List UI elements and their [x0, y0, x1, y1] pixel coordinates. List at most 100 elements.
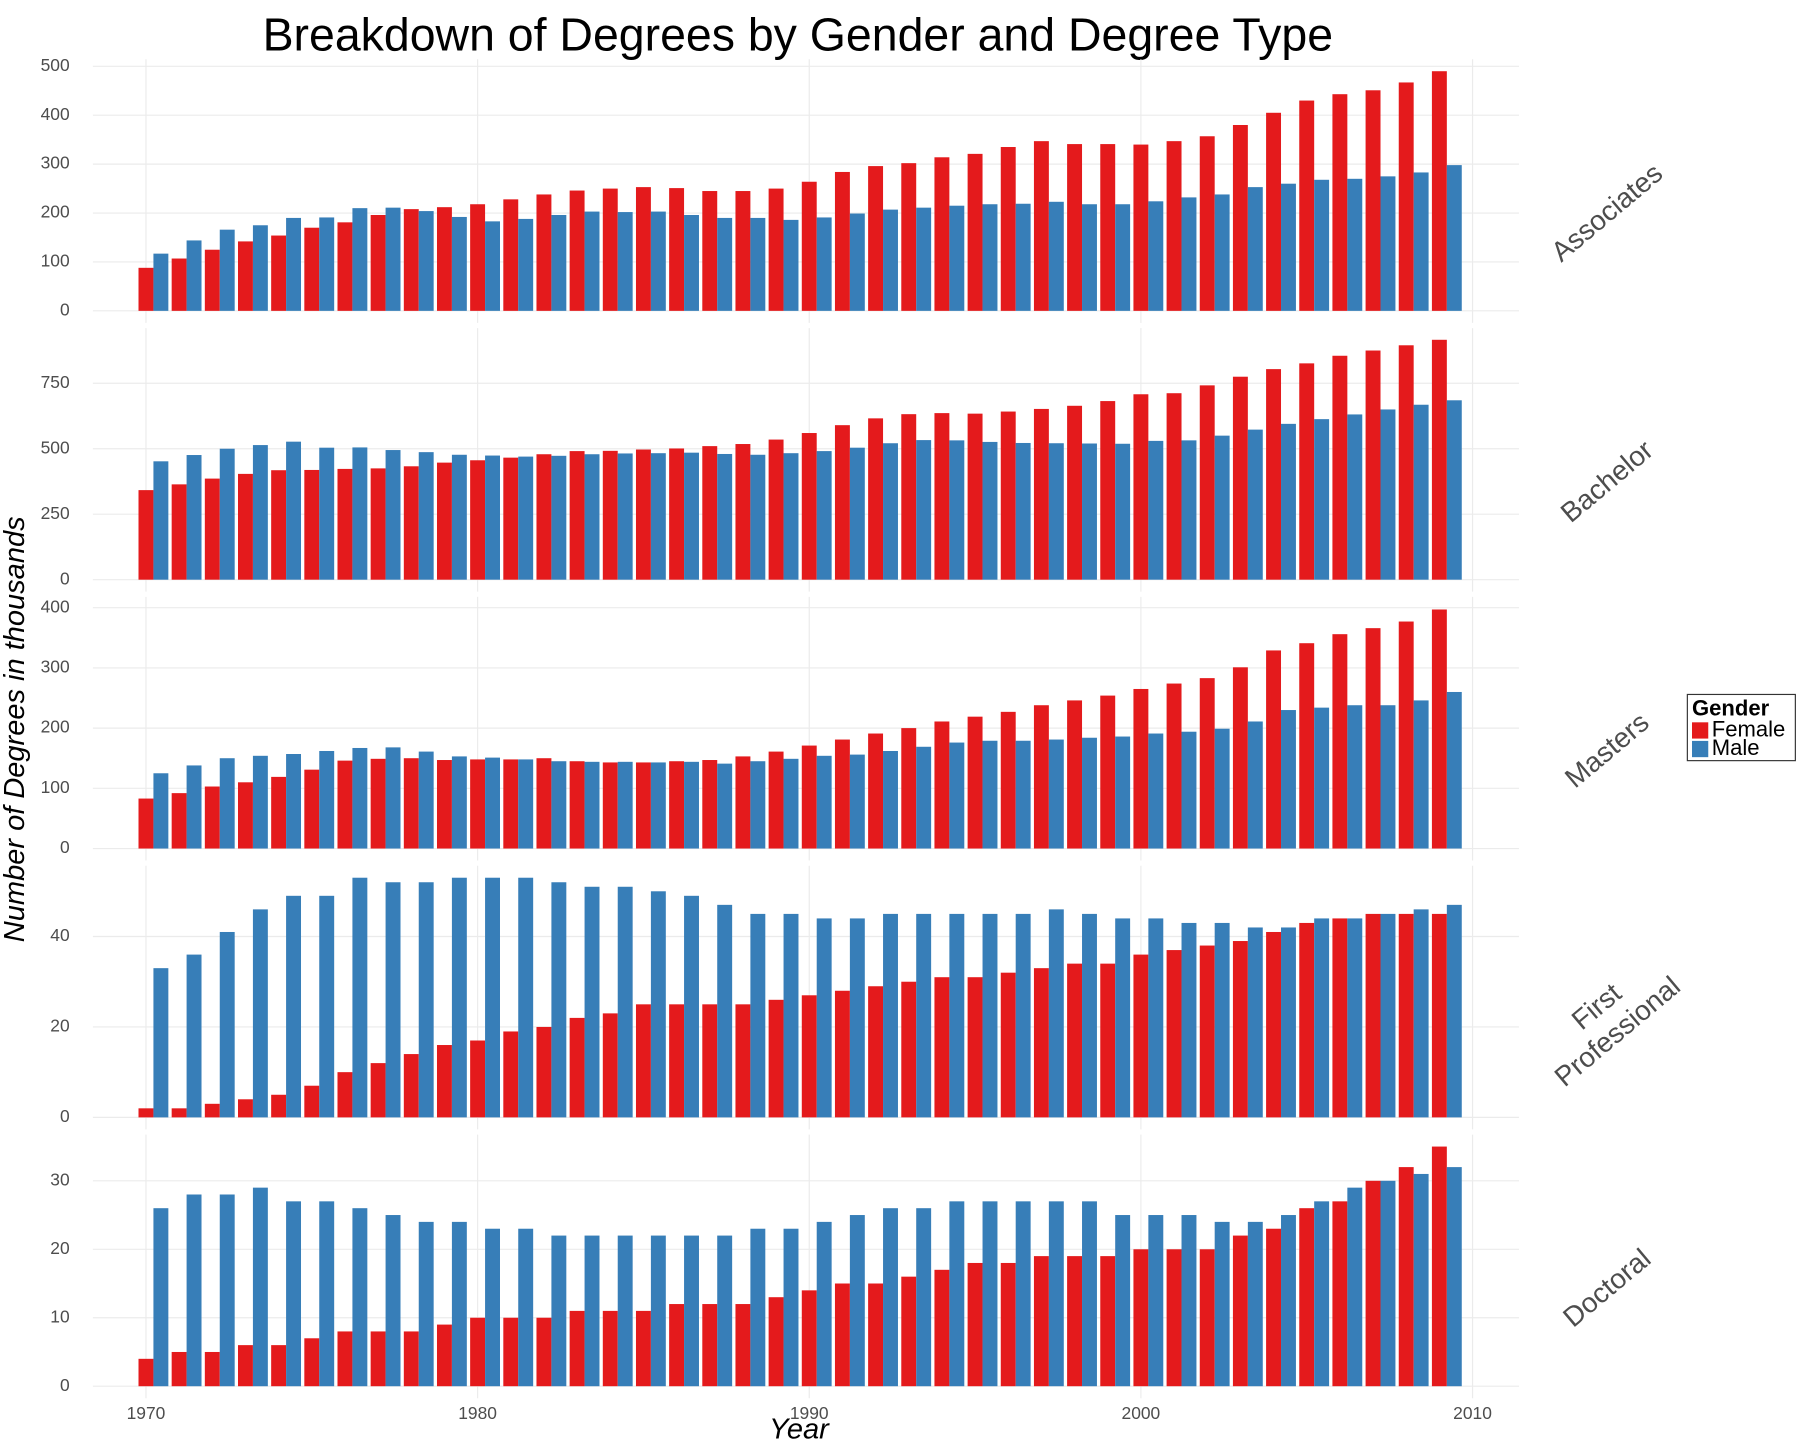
bar [470, 460, 486, 580]
bar [1281, 927, 1296, 1118]
bar [470, 1040, 486, 1118]
bar [650, 762, 666, 849]
bar [403, 758, 419, 849]
bar [1100, 695, 1116, 849]
bar [219, 229, 235, 311]
bar [569, 190, 585, 311]
bar [536, 758, 552, 849]
bar [1048, 443, 1064, 580]
bar [1380, 1180, 1396, 1387]
bar [750, 913, 766, 1118]
bar [1299, 100, 1315, 311]
bar [883, 1208, 898, 1387]
y-tick-label: 200 [41, 717, 70, 737]
y-tick-label: 100 [41, 251, 70, 271]
bar [635, 1004, 651, 1118]
bar [750, 761, 766, 849]
bar [1247, 721, 1263, 849]
bar [1133, 1249, 1149, 1387]
bar [934, 1269, 950, 1387]
bar [735, 1304, 751, 1387]
bar [1067, 405, 1083, 580]
bar [816, 451, 832, 580]
y-tick-label: 200 [41, 202, 70, 222]
bar [1067, 963, 1083, 1118]
bar [1446, 400, 1462, 580]
bar [1431, 339, 1447, 580]
y-tick-label: 300 [41, 656, 70, 676]
bar [1299, 922, 1315, 1118]
bar [518, 877, 534, 1118]
x-tick-label: 2010 [1453, 1403, 1492, 1423]
bar [204, 1351, 220, 1387]
bar [717, 904, 733, 1118]
bar [602, 762, 618, 849]
y-tick-label: 0 [60, 299, 70, 319]
bar [768, 999, 784, 1118]
bar [584, 211, 600, 311]
bar [1214, 1221, 1230, 1387]
bar [237, 1099, 253, 1118]
bar [1247, 927, 1263, 1118]
bar [735, 1004, 751, 1118]
bar [1000, 1262, 1016, 1387]
bar [1413, 700, 1429, 849]
facet-label: Doctoral [1557, 1243, 1656, 1333]
bar [669, 1004, 685, 1118]
bar [385, 207, 401, 311]
bar [286, 895, 302, 1118]
bar [617, 212, 633, 311]
bar [1033, 141, 1049, 311]
bar [1199, 678, 1215, 849]
bar [684, 761, 699, 849]
bar [768, 751, 784, 849]
bar [319, 217, 335, 311]
bar [901, 414, 917, 580]
bar [153, 253, 169, 311]
bar [436, 760, 452, 849]
bar [768, 439, 784, 580]
bar [967, 977, 983, 1118]
bar [1082, 913, 1097, 1118]
bar [783, 1228, 799, 1387]
bar [304, 1085, 320, 1118]
bar [982, 441, 998, 580]
bar [1199, 945, 1215, 1118]
legend-title: Gender [1692, 695, 1770, 720]
bar [286, 753, 302, 849]
bar [551, 761, 567, 849]
bar [1365, 913, 1381, 1118]
y-tick-label: 300 [41, 153, 70, 173]
bar [1166, 683, 1182, 849]
bar [602, 450, 618, 580]
bar [702, 760, 718, 849]
bar [385, 747, 401, 849]
bar [219, 1194, 235, 1387]
bar [1232, 1235, 1248, 1387]
bar [1115, 1215, 1131, 1387]
bar [834, 425, 850, 580]
bar [1347, 918, 1363, 1118]
bar [1247, 187, 1263, 311]
bar [834, 1283, 850, 1387]
bar [1100, 1256, 1116, 1387]
facet-label: FirstProfessional [1528, 946, 1686, 1093]
bar [1232, 941, 1248, 1118]
bar [1048, 1201, 1064, 1387]
bar [1015, 203, 1031, 311]
bar [1314, 1201, 1330, 1387]
facet-label: Associates [1545, 157, 1668, 267]
bar [470, 759, 486, 849]
bar [1115, 736, 1131, 849]
bar [949, 913, 965, 1118]
bar [982, 913, 998, 1118]
bar [237, 1345, 253, 1387]
bar [503, 457, 519, 580]
bar [186, 765, 202, 849]
bar [1048, 739, 1064, 849]
legend-swatch [1692, 722, 1709, 739]
legend-label: Female [1712, 716, 1786, 741]
bar [1314, 419, 1330, 580]
bar [584, 454, 600, 580]
